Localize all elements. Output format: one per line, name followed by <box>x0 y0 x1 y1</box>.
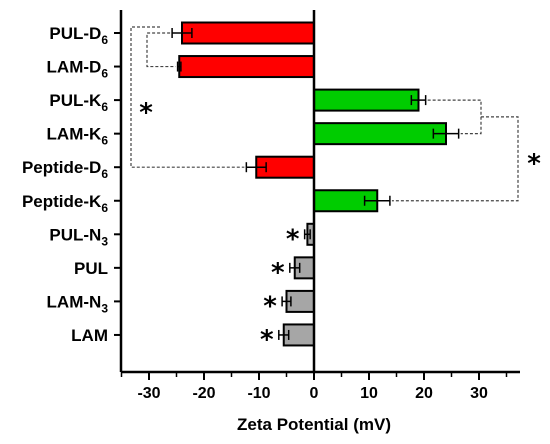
brackets-layer: ****** <box>130 26 541 355</box>
significance-star: * <box>260 325 274 355</box>
category-label: PUL <box>74 259 108 278</box>
error-bars-layer <box>171 28 460 340</box>
significance-star: * <box>263 291 277 321</box>
bar-lam-d6 <box>178 55 315 79</box>
category-label: LAM-D6 <box>47 58 109 81</box>
bar-pul-d6 <box>181 21 315 45</box>
bars-layer <box>178 21 447 347</box>
category-label: PUL-N3 <box>49 225 108 248</box>
significance-star: * <box>286 224 300 254</box>
x-tick-label: 10 <box>360 385 378 402</box>
category-label: Peptide-K6 <box>22 192 108 215</box>
x-tick-label: 30 <box>470 385 488 402</box>
x-tick-label: -10 <box>247 385 270 402</box>
labels-layer: PUL-D6 LAM-D6 PUL-K6 LAM-K6 Peptide-D6 Peptid… <box>22 24 108 345</box>
category-label: PUL-D6 <box>49 24 108 47</box>
x-tick-label: -30 <box>137 385 160 402</box>
x-tick-label: -20 <box>192 385 215 402</box>
category-label: PUL-K6 <box>49 91 108 114</box>
x-tick-label: 20 <box>415 385 433 402</box>
significance-star: * <box>139 98 153 128</box>
significance-star: * <box>527 149 541 179</box>
category-label: LAM <box>71 326 108 345</box>
x-axis-title: Zeta Potential (mV) <box>237 415 391 434</box>
bar-pul-k6 <box>313 88 420 112</box>
category-label: LAM-N3 <box>47 292 109 315</box>
bar-lam-k6 <box>313 122 447 146</box>
category-label: LAM-K6 <box>47 125 109 148</box>
category-label: Peptide-D6 <box>22 158 108 181</box>
bracket-pul-lam-d6 <box>146 32 176 68</box>
bracket-d6-peptide <box>130 26 245 168</box>
significance-star: * <box>271 258 285 288</box>
axis-layer: -30 -20 -10 0 10 20 30 <box>114 10 520 402</box>
x-tick-label: 0 <box>310 385 319 402</box>
